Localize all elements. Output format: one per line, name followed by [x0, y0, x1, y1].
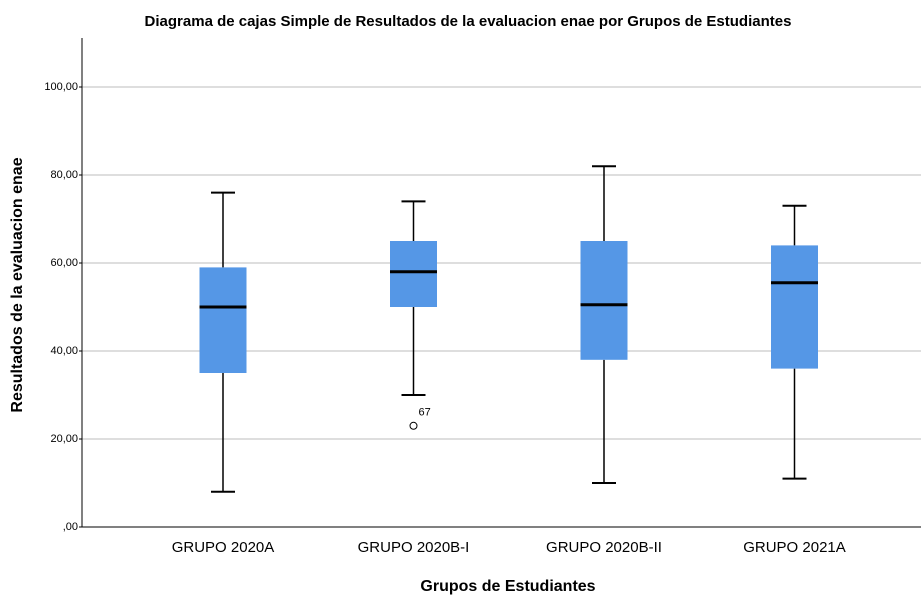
outlier-label: 67 [419, 407, 431, 419]
y-tick-label: 20,00 [50, 433, 78, 445]
box [771, 245, 818, 369]
chart-title: Diagrama de cajas Simple de Resultados d… [145, 13, 792, 30]
x-tick-label: GRUPO 2020B-I [358, 539, 470, 556]
x-tick-label: GRUPO 2021A [743, 539, 846, 556]
box [199, 267, 247, 373]
x-axis-label: Grupos de Estudiantes [420, 578, 595, 595]
x-tick-label: GRUPO 2020A [172, 539, 275, 556]
box [580, 241, 628, 360]
y-tick-label: 40,00 [50, 345, 78, 357]
x-tick-label: GRUPO 2020B-II [546, 539, 662, 556]
y-tick-label: 60,00 [50, 257, 78, 269]
y-tick-label: 100,00 [44, 81, 78, 93]
box [390, 241, 437, 307]
outlier [409, 421, 418, 430]
y-axis-label: Resultados de la evaluacion enae [9, 157, 26, 412]
y-tick-label: ,00 [63, 521, 78, 533]
y-tick-label: 80,00 [50, 169, 78, 181]
